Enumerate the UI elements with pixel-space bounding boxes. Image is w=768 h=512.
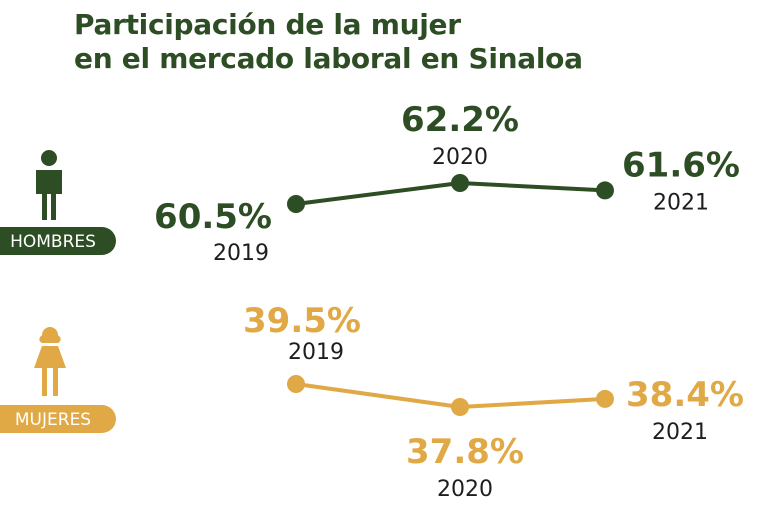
- series-line-mujeres: [295, 382, 606, 409]
- data-label-hombres-2019: 60.5%: [154, 197, 272, 237]
- data-point-mujeres-2020: [451, 398, 469, 416]
- data-label-mujeres-2020: 37.8%: [406, 432, 524, 472]
- series-pill: [0, 405, 116, 433]
- man-head: [41, 150, 57, 166]
- man-icon: [36, 150, 62, 220]
- data-label-mujeres-2019: 39.5%: [243, 301, 361, 341]
- data-point-hombres-2019: [287, 195, 305, 213]
- series-label-hombres: HOMBRES: [0, 227, 116, 255]
- series-label-mujeres: MUJERES: [0, 405, 116, 433]
- data-point-hombres-2020: [451, 174, 469, 192]
- series-name: HOMBRES: [10, 232, 96, 252]
- data-label-hombres-2021: 61.6%: [622, 145, 740, 185]
- year-label-hombres-2021: 2021: [653, 190, 709, 215]
- woman-icon: [34, 327, 66, 396]
- year-label-mujeres-2020: 2020: [437, 477, 493, 502]
- series-line-hombres: [295, 181, 606, 206]
- year-label-hombres-2020: 2020: [432, 145, 488, 170]
- chart-title: Participación de la mujer en el mercado …: [74, 8, 583, 76]
- year-label-mujeres-2019: 2019: [288, 340, 344, 365]
- data-point-mujeres-2019: [287, 375, 305, 393]
- year-label-mujeres-2021: 2021: [652, 420, 708, 445]
- woman-hair: [39, 332, 61, 343]
- year-label-hombres-2019: 2019: [213, 241, 269, 266]
- data-point-hombres-2021: [596, 181, 614, 200]
- series-pill: [0, 227, 116, 255]
- data-label-mujeres-2021: 38.4%: [626, 375, 744, 415]
- data-label-hombres-2020: 62.2%: [401, 100, 519, 140]
- title-line-1: Participación de la mujer: [74, 8, 461, 41]
- woman-body: [34, 346, 66, 396]
- data-point-mujeres-2021: [596, 389, 614, 408]
- man-body: [36, 170, 62, 220]
- title-line-2: en el mercado laboral en Sinaloa: [74, 42, 583, 75]
- series-name: MUJERES: [15, 410, 91, 430]
